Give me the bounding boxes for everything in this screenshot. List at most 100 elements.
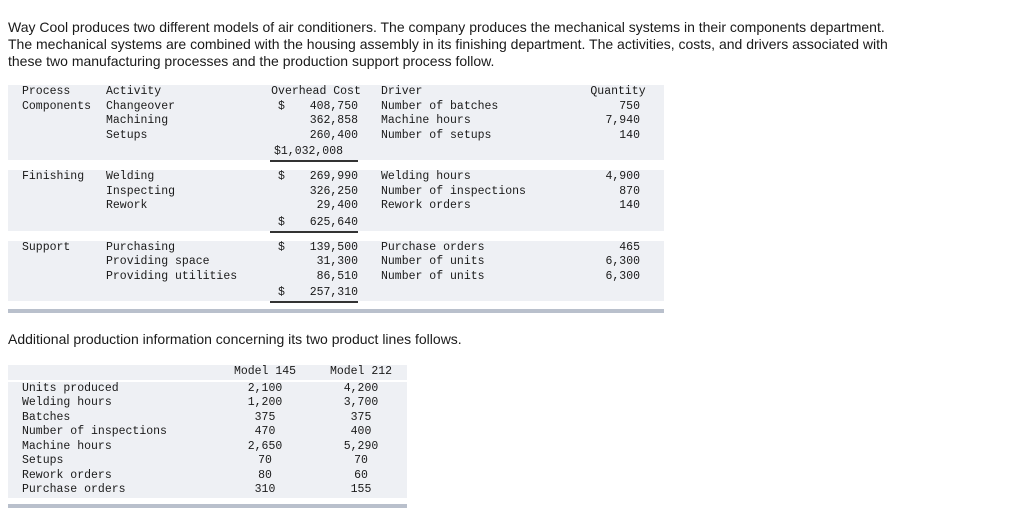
process-label: Components [22,99,92,113]
process-label: Finishing [22,170,85,183]
subtotal-row: $1,032,008 [8,143,664,160]
intro-paragraph: Way Cool produces two different models o… [8,19,888,69]
header-model-212: Model 212 [329,365,393,378]
table-row: Number of inspections 470 400 [8,425,407,440]
model-145-value: 310 [254,483,276,496]
row-label: Number of inspections [22,425,167,438]
activity-label: Machining [106,114,169,127]
driver-label: Welding hours [381,170,471,183]
header-model-145: Model 145 [233,365,297,378]
process-label: Support [22,240,71,254]
header-driver: Driver [381,85,423,98]
driver-label: Number of units [381,255,485,268]
activity-label: Changeover [106,99,176,113]
row-label: Batches [22,410,71,424]
row-label: Welding hours [22,396,112,409]
activity-label: Providing space [106,255,210,268]
model-212-value: 400 [350,425,372,438]
overhead-cost: 139,500 [309,240,358,254]
driver-label: Number of setups [381,128,492,142]
overhead-cost: 31,300 [316,255,358,268]
driver-label: Purchase orders [381,240,485,254]
model-145-value: 2,650 [247,439,283,453]
activity-label: Providing utilities [106,269,238,283]
dollar-sign: $ [278,240,285,254]
row-label: Setups [22,454,64,467]
dollar-sign: $ [278,215,285,229]
table-row: Setups 70 70 [8,454,407,469]
support-total: 257,310 [309,286,358,299]
table-row: Finishing Welding $ 269,990 Welding hour… [8,170,664,185]
quantity-value: 7,940 [605,114,640,127]
driver-label: Rework orders [381,199,471,212]
dollar-sign: $ [278,99,285,113]
driver-label: Number of inspections [381,184,526,198]
table-row: Rework 29,400 Rework orders 140 [8,199,664,215]
table-row: Units produced 2,100 4,200 [8,381,407,396]
overhead-cost: 408,750 [309,99,358,113]
dollar-sign: $ [278,170,285,183]
finishing-total: 625,640 [309,215,358,229]
model-145-value: 80 [258,468,272,482]
model-212-value: 375 [350,410,372,424]
table-row: Providing utilities 86,510 Number of uni… [8,269,664,285]
activity-label: Setups [106,128,148,142]
quantity-value: 4,900 [605,170,640,183]
quantity-value: 465 [619,240,640,254]
header-overhead-cost: Overhead Cost [271,85,361,98]
activity-label: Rework [106,199,148,212]
table-row: Machine hours 2,650 5,290 [8,439,407,454]
model-212-value: 3,700 [343,396,379,409]
row-label: Rework orders [22,468,112,482]
dollar-sign: $ [278,286,285,299]
driver-label: Number of units [381,269,485,283]
table-row: Rework orders 80 60 [8,468,407,483]
quantity-value: 750 [619,99,640,113]
quantity-value: 870 [619,184,640,198]
header-process: Process [22,85,71,98]
activity-label: Welding [106,170,155,183]
model-145-value: 2,100 [247,381,283,395]
table-row: Machining 362,858 Machine hours 7,940 [8,114,664,129]
table-bottom-rule [8,503,407,508]
activity-label: Inspecting [106,184,176,198]
table-row: Purchase orders 310 155 [8,483,407,498]
model-145-value: 70 [258,454,272,467]
section2-paragraph: Additional production information concer… [8,331,462,347]
model-145-value: 1,200 [247,396,283,409]
driver-label: Number of batches [381,99,499,113]
row-label: Machine hours [22,439,112,453]
model-212-value: 155 [350,483,372,496]
table-row: Support Purchasing $ 139,500 Purchase or… [8,240,664,255]
subtotal-row: $ 625,640 [8,213,664,231]
table-row: Providing space 31,300 Number of units 6… [8,255,664,270]
model-212-value: 60 [354,468,368,482]
table-bottom-rule [8,309,664,313]
header-quantity: Quantity [590,85,646,98]
header-activity: Activity [106,85,162,98]
table-header-row: Model 145 Model 212 [8,365,407,380]
model-212-value: 5,290 [343,439,379,453]
overhead-cost: 260,400 [270,129,358,144]
model-145-value: 470 [254,425,276,438]
overhead-cost: 362,858 [309,114,358,127]
row-label: Units produced [22,381,119,395]
product-info-table: Model 145 Model 212 Units produced 2,100… [8,365,407,508]
components-total: $1,032,008 [274,145,344,158]
table-row: Components Changeover $ 408,750 Number o… [8,99,664,114]
model-212-value: 4,200 [343,381,379,395]
overhead-cost: 29,400 [270,199,358,215]
quantity-value: 140 [619,199,640,212]
overhead-cost: 269,990 [309,170,358,183]
overhead-cost: 86,510 [270,270,358,285]
table-row: Batches 375 375 [8,410,407,425]
activity-cost-table: Process Activity Overhead Cost Driver Qu… [8,85,664,313]
table-row: Welding hours 1,200 3,700 [8,396,407,411]
table-row: Inspecting 326,250 Number of inspections… [8,184,664,199]
driver-label: Machine hours [381,114,471,127]
quantity-value: 140 [619,128,640,142]
activity-label: Purchasing [106,240,176,254]
subtotal-row: $ 257,310 [8,284,664,301]
table-row: Setups 260,400 Number of setups 140 [8,128,664,144]
table-header-row: Process Activity Overhead Cost Driver Qu… [8,85,664,100]
